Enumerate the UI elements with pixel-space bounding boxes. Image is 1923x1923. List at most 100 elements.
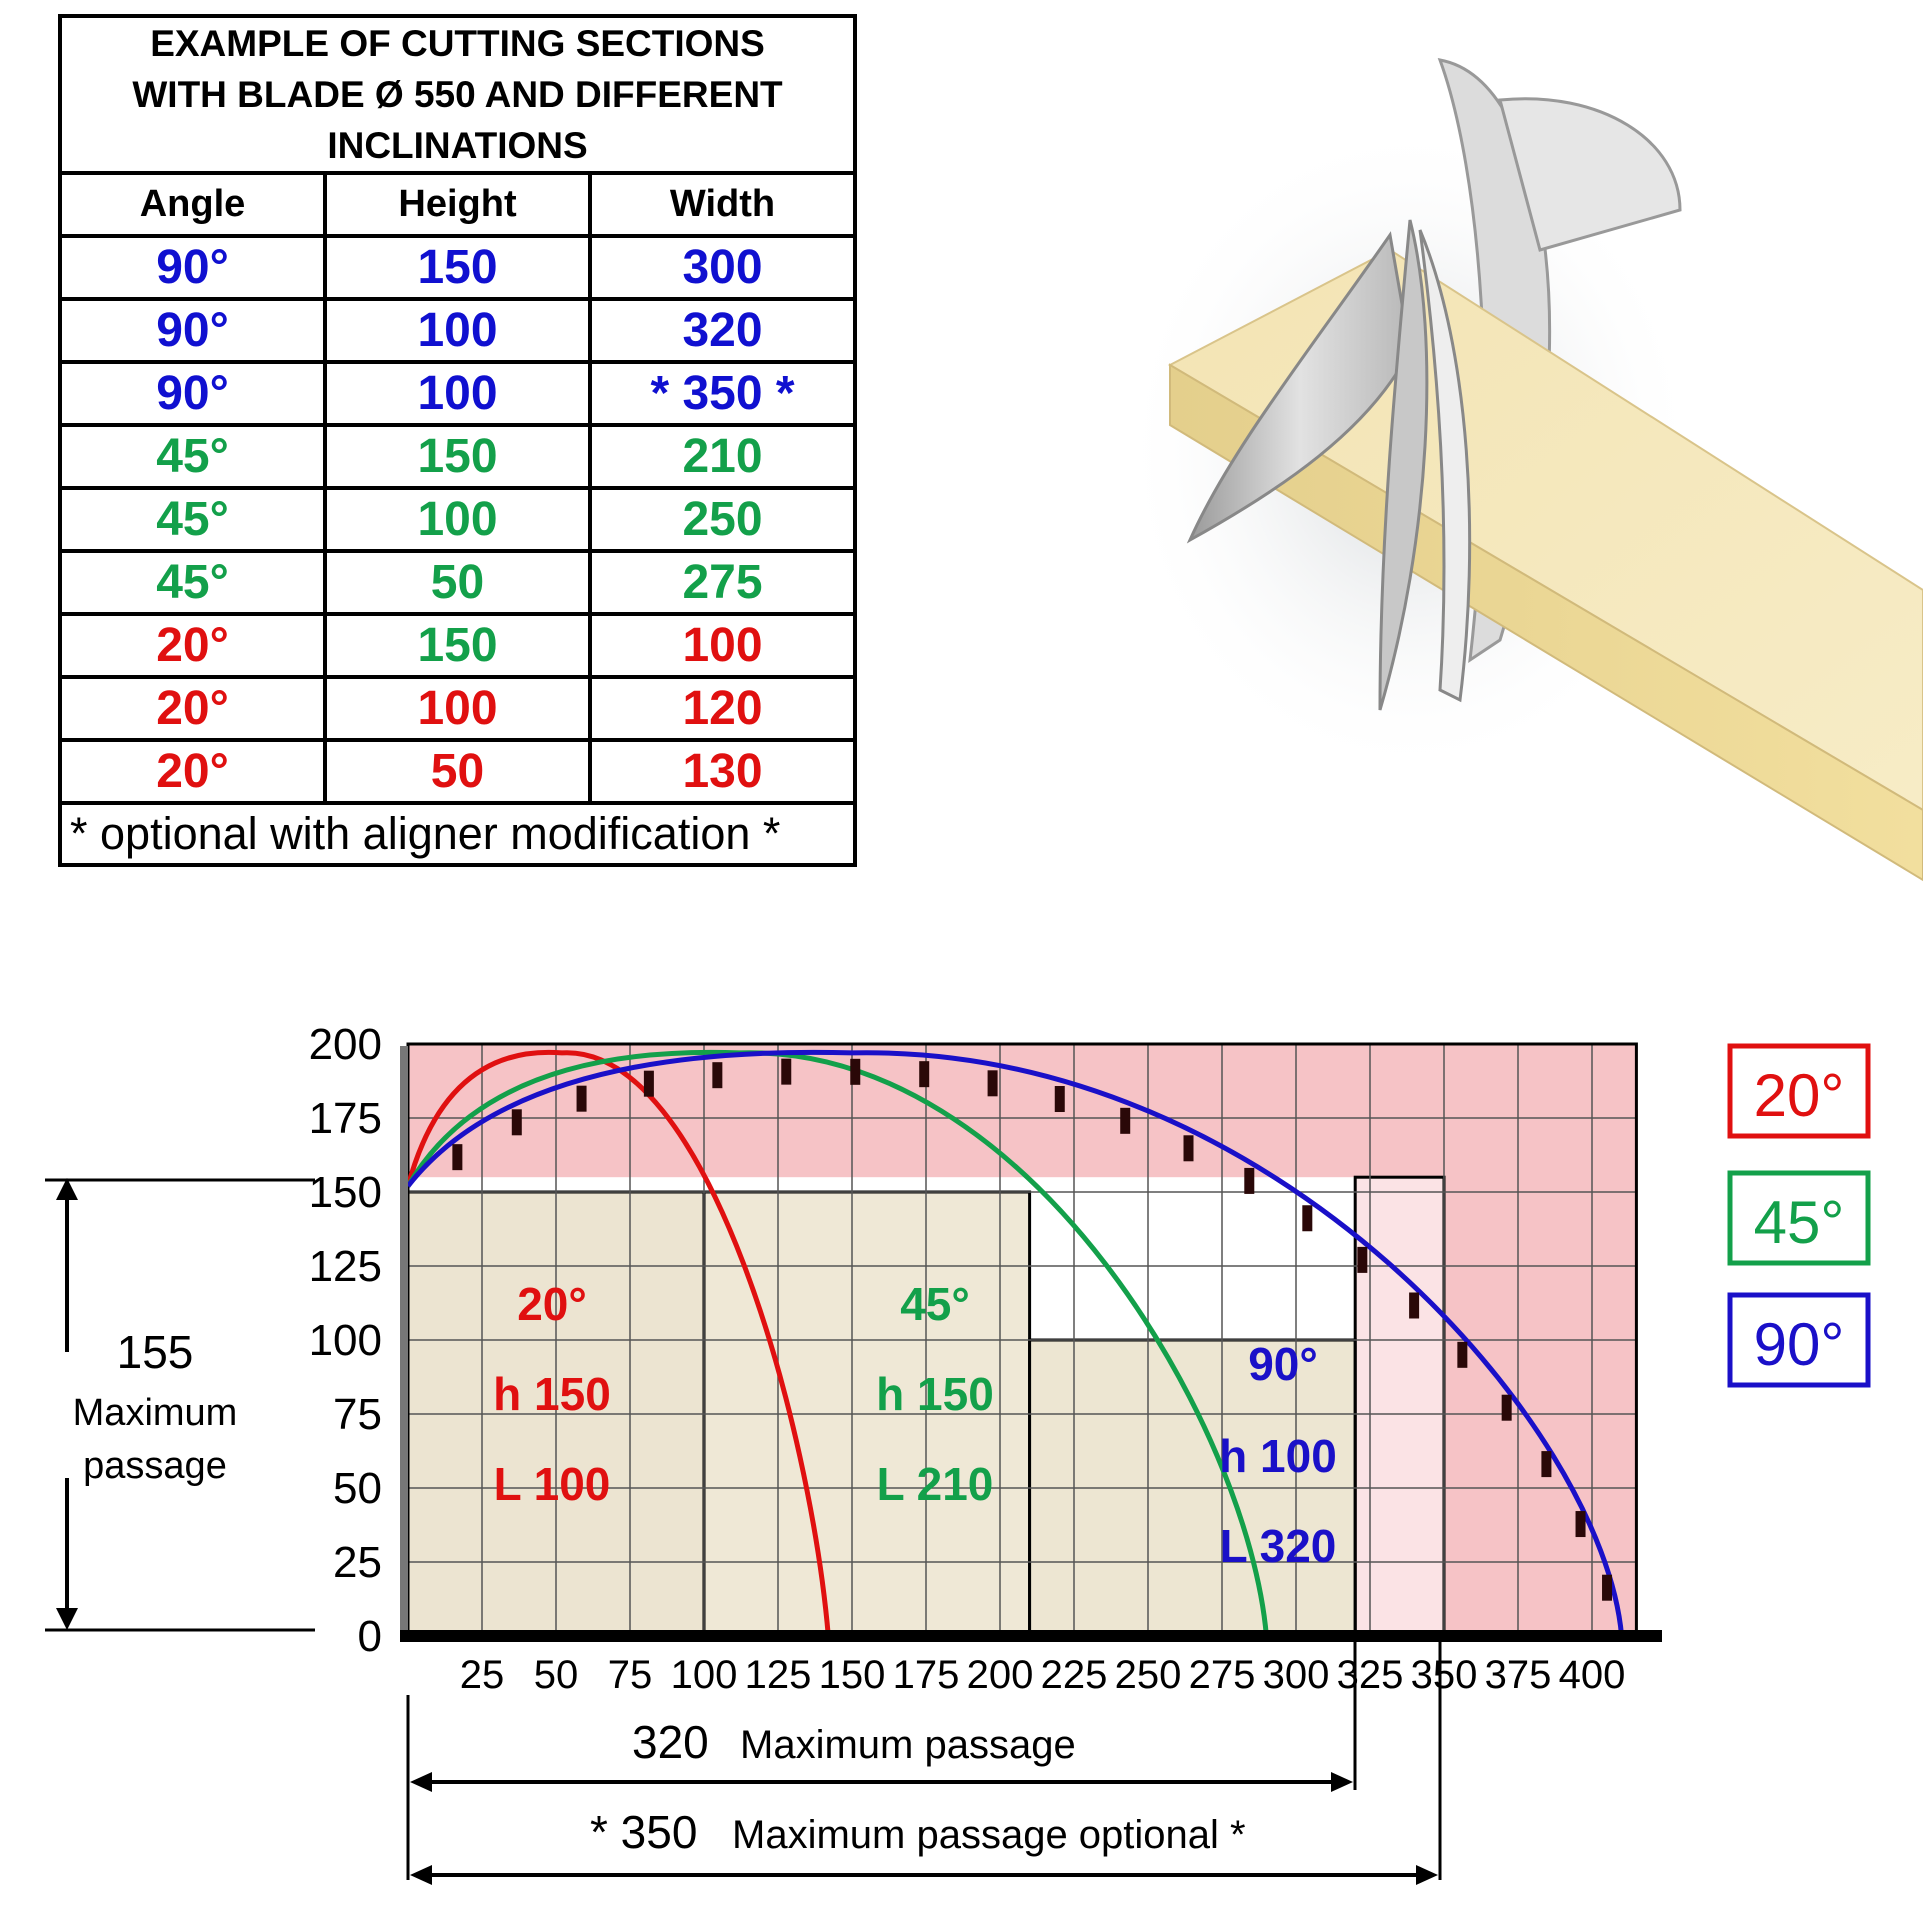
table-title: EXAMPLE OF CUTTING SECTIONS WITH BLADE Ø… [57,14,858,175]
saw-blade-left [1186,231,1412,544]
blade-tooth [1183,1135,1194,1162]
blade-tooth [1409,1292,1420,1319]
dim-320-label: Maximum passage [740,1723,1076,1767]
x-tick-label: 300 [1263,1653,1330,1697]
cell-height: 100 [323,675,592,742]
blade-tooth [511,1109,522,1136]
dim-320-value: 320 [632,1716,709,1768]
dim-350-value: * 350 [590,1806,697,1858]
blade-tooth [452,1144,463,1171]
section-20-l: L 100 [494,1458,611,1510]
dim-350-label: Maximum passage optional * [732,1813,1246,1857]
dim-350-arrowhead-left [410,1865,432,1885]
cell-angle: 90° [58,234,327,301]
cell-angle: 45° [58,549,327,616]
dim-350-arrowhead-right [1416,1865,1438,1885]
table-row: 90° 100 * 350 * [58,360,858,427]
left-dim-label-2: passage [83,1445,227,1487]
blade-tooth [1575,1511,1586,1538]
section-90-h: h 100 [1219,1430,1337,1482]
x-tick-label: 250 [1115,1653,1182,1697]
table-row: 20° 50 130 [58,738,858,805]
header-width: Width [587,171,858,238]
blade-tooth [1602,1574,1613,1601]
x-tick-label: 200 [967,1653,1034,1697]
arc-90 [406,1049,1625,1637]
cell-height: 150 [323,234,592,301]
x-tick-label: 350 [1411,1653,1478,1697]
section-45-l: L 210 [877,1458,994,1510]
table-row: 20° 100 120 [58,675,858,742]
x-tick-label: 150 [819,1653,886,1697]
table-title-line-3: INCLINATIONS [327,125,588,166]
section-90-l: L 320 [1220,1520,1337,1572]
cell-width: 130 [587,738,858,805]
blade-teeth [452,1058,1613,1601]
legend-90-label: 90° [1754,1311,1845,1378]
blade-tooth [1457,1341,1468,1368]
x-tick-label: 100 [671,1653,738,1697]
section-20-angle: 20° [517,1278,587,1330]
blade-cutting-illustration [1120,58,1923,882]
cell-angle: 90° [58,297,327,364]
blade-tooth [781,1058,792,1085]
table-row: 20° 150 100 [58,612,858,679]
y-tick-label: 0 [358,1612,382,1661]
x-tick-label: 75 [608,1653,653,1697]
x-tick-label: 400 [1559,1653,1626,1697]
blade-tooth [919,1061,930,1088]
cell-angle: 20° [58,612,327,679]
legend-20-label: 20° [1754,1062,1845,1129]
cell-width: 250 [587,486,858,553]
blade-tooth [1357,1246,1368,1273]
legend-90-box [1727,1292,1871,1388]
blade-tooth [850,1058,861,1085]
x-axis-labels: 25 50 75 100 125 150 175 200 225 250 275 300 325 350 3… [460,1653,1626,1697]
y-tick-label: 50 [333,1464,382,1513]
dim-320-arrowhead-right [1331,1772,1353,1792]
cell-height: 50 [323,738,592,805]
cell-height: 100 [323,486,592,553]
x-tick-label: 325 [1337,1653,1404,1697]
left-dim-label-1: Maximum [73,1392,238,1434]
cell-angle: 45° [58,423,327,490]
header-angle: Angle [58,171,327,238]
table-row: 90° 100 320 [58,297,858,364]
y-tick-label: 175 [309,1094,382,1143]
cutting-sections-table: EXAMPLE OF CUTTING SECTIONS WITH BLADE Ø… [57,14,858,867]
blade-tooth [1302,1205,1313,1232]
table-title-line-2: WITH BLADE Ø 550 AND DIFFERENT [132,74,783,115]
cell-width: 320 [587,297,858,364]
wood-beam-side [1169,363,1923,882]
blade-tooth [576,1085,587,1112]
legend-20-box [1727,1043,1871,1139]
y-tick-label: 150 [309,1168,382,1217]
y-tick-label: 25 [333,1538,382,1587]
y-tick-label: 200 [309,1020,382,1069]
header-height: Height [323,171,592,238]
cell-width: 210 [587,423,858,490]
blade-tooth [643,1070,654,1097]
blade-tooth [1120,1107,1131,1134]
x-axis-bar [400,1630,1662,1642]
cell-angle: 45° [58,486,327,553]
x-tick-label: 50 [534,1653,579,1697]
cell-height: 50 [323,549,592,616]
saw-blade-middle [1418,229,1472,703]
table-row: 45° 100 250 [58,486,858,553]
arc-20 [405,1049,831,1637]
arc-45 [405,1049,1269,1637]
table-row: 45° 50 275 [58,549,858,616]
blade-tooth [1054,1086,1065,1113]
y-tick-label: 100 [309,1316,382,1365]
x-tick-label: 125 [745,1653,812,1697]
section-20-h: h 150 [493,1368,611,1420]
table-row: 90° 150 300 [58,234,858,301]
legend-45-box [1727,1170,1871,1266]
blade-tooth [712,1062,723,1089]
cell-width: 120 [587,675,858,742]
cell-height: 100 [323,297,592,364]
cell-width: * 350 * [587,360,858,427]
table-title-line-1: EXAMPLE OF CUTTING SECTIONS [150,23,765,64]
left-dim-arrowhead-down [56,1608,78,1630]
